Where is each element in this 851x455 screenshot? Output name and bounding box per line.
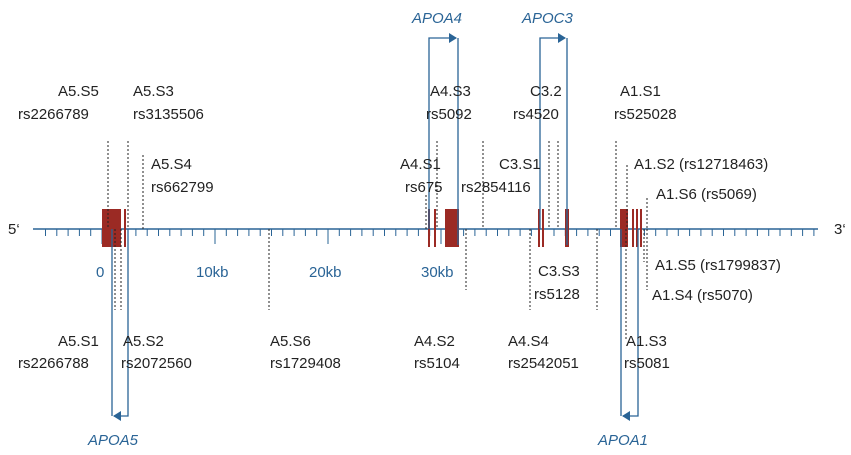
- gene-arrows: [111, 33, 639, 421]
- snp-label-a4s1-id: A4.S1: [400, 156, 441, 173]
- snp-label-a1s5: A1.S5 (rs1799837): [655, 257, 781, 274]
- snp-label-a5s1-id: A5.S1: [58, 333, 99, 350]
- exon-apoc3-2: [542, 209, 544, 247]
- snp-label-a4s3-id: A4.S3: [430, 83, 471, 100]
- apoc3-arrow: [539, 37, 565, 229]
- exon-apoa4-2: [434, 209, 436, 247]
- gene-label-apoa5: APOA5: [87, 432, 139, 449]
- snp-label-a5s3-id: A5.S3: [133, 83, 174, 100]
- apoa1-arrow: [623, 229, 639, 417]
- snp-label-a1s2: A1.S2 (rs12718463): [634, 156, 768, 173]
- apoc3-arrowhead: [558, 33, 566, 43]
- snp-label-c3s3-rs: rs5128: [534, 286, 580, 303]
- snp-label-a4s1-rs: rs675: [405, 179, 443, 196]
- snp-label-a5s5-id: A5.S5: [58, 83, 99, 100]
- apoa5-arrowhead: [113, 411, 121, 421]
- exons: [102, 209, 642, 247]
- three-prime-label: 3‘: [834, 221, 846, 238]
- snp-label-c3s3-id: C3.S3: [538, 263, 580, 280]
- snp-label-a5s6-id: A5.S6: [270, 333, 311, 350]
- snp-label-a4s2-rs: rs5104: [414, 355, 460, 372]
- snp-label-c3s1-rs: rs2854116: [461, 179, 531, 196]
- snp-markers: [107, 141, 648, 340]
- snp-label-a5s2-rs: rs2072560: [121, 355, 192, 372]
- snp-label-a4s4-id: A4.S4: [508, 333, 549, 350]
- exon-apoa1-4: [640, 209, 642, 247]
- snp-label-a5s3-rs: rs3135506: [133, 106, 204, 123]
- snp-label-a1s3-id: A1.S3: [626, 333, 667, 350]
- snp-label-c3s2-rs: rs4520: [513, 106, 559, 123]
- snp-label-a4s4-rs: rs2542051: [508, 355, 579, 372]
- scale-label-0: 0: [96, 264, 104, 281]
- snp-labels-bottom: A5.S1 rs2266788 A5.S2 rs2072560 A5.S6 rs…: [18, 257, 781, 372]
- exon-apoa4-3: [445, 209, 459, 247]
- snp-label-a5s1-rs: rs2266788: [18, 355, 89, 372]
- five-prime-label: 5‘: [8, 221, 20, 238]
- apoa4-arrow: [428, 37, 456, 229]
- snp-label-a5s6-rs: rs1729408: [270, 355, 341, 372]
- exon-apoa5-2: [124, 209, 126, 247]
- exon-apoa1-3: [636, 209, 638, 247]
- apoa1-arrowhead: [622, 411, 630, 421]
- snp-label-a5s2-id: A5.S2: [123, 333, 164, 350]
- exon-apoa1-2: [632, 209, 634, 247]
- snp-labels-top: A5.S5 rs2266789 A5.S3 rs3135506 A5.S4 rs…: [18, 83, 768, 203]
- snp-label-a1s1-rs: rs525028: [614, 106, 677, 123]
- gene-label-apoa4: APOA4: [411, 10, 462, 27]
- snp-label-a5s5-rs: rs2266789: [18, 106, 89, 123]
- snp-label-a1s3-rs: rs5081: [624, 355, 670, 372]
- scale-label-10kb: 10kb: [196, 264, 229, 281]
- exon-apoa5-1: [102, 209, 121, 247]
- snp-label-a1s4: A1.S4 (rs5070): [652, 287, 753, 304]
- exon-apoc3-1: [538, 209, 540, 247]
- gene-label-apoc3: APOC3: [521, 10, 574, 27]
- scale-label-30kb: 30kb: [421, 264, 454, 281]
- snp-label-a5s4-rs: rs662799: [151, 179, 214, 196]
- snp-label-a5s4-id: A5.S4: [151, 156, 192, 173]
- snp-label-a4s3-rs: rs5092: [426, 106, 472, 123]
- snp-label-a1s1-id: A1.S1: [620, 83, 661, 100]
- exon-apoa1-1: [620, 209, 628, 247]
- scale-label-20kb: 20kb: [309, 264, 342, 281]
- snp-label-c3s2-id: C3.2: [530, 83, 562, 100]
- snp-label-c3s1-id: C3.S1: [499, 156, 541, 173]
- gene-label-apoa1: APOA1: [597, 432, 648, 449]
- apoa4-arrowhead: [449, 33, 457, 43]
- snp-label-a4s2-id: A4.S2: [414, 333, 455, 350]
- snp-label-a1s6: A1.S6 (rs5069): [656, 186, 757, 203]
